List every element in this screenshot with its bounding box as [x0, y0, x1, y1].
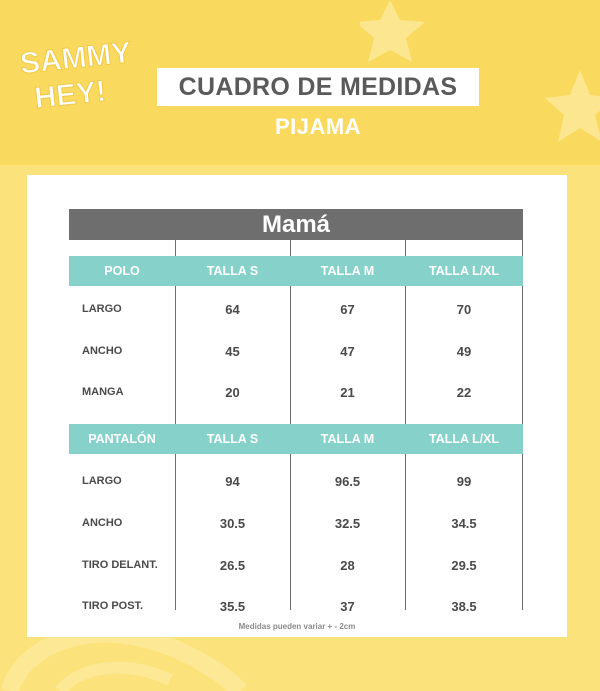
cell-value: 45	[225, 343, 240, 359]
section-header-pantalon: PANTALÓN TALLA S TALLA M TALLA L/XL	[69, 424, 523, 454]
cell-value: 37	[340, 598, 355, 614]
table-title: Mamá	[69, 209, 523, 240]
row-label: TIRO DELANT.	[82, 559, 158, 571]
cell-value: 94	[225, 473, 240, 489]
svg-text:SAMMY: SAMMY	[18, 36, 132, 80]
column-header: TALLA L/XL	[428, 432, 500, 446]
page-title: CUADRO DE MEDIDAS	[157, 68, 479, 106]
cell-value: 64	[225, 301, 240, 317]
brand-logo: SAMMY HEY!	[16, 30, 134, 118]
swirl-decoration-icon	[1, 624, 247, 691]
table-row: ANCHO 45 47 49	[69, 341, 523, 361]
table-row: TIRO DELANT. 26.5 28 29.5	[69, 555, 523, 575]
page-subtitle: PIJAMA	[274, 114, 362, 139]
cell-value: 32.5	[334, 515, 361, 531]
cell-value: 70	[456, 301, 472, 317]
cell-value: 35.5	[219, 598, 246, 614]
cell-value: 34.5	[451, 515, 477, 531]
cell-value: 47	[340, 343, 355, 359]
cell-value: 28	[340, 557, 355, 573]
cell-value: 49	[456, 343, 472, 359]
row-label: LARGO	[82, 303, 122, 315]
row-label: ANCHO	[82, 517, 123, 529]
table-row: TIRO POST. 35.5 37 38.5	[69, 596, 523, 616]
cell-value: 26.5	[219, 557, 246, 573]
row-label: TIRO POST.	[82, 600, 144, 612]
section-title: PANTALÓN	[88, 432, 156, 446]
star-decoration-icon	[360, 0, 425, 62]
column-header: TALLA M	[320, 432, 375, 446]
cell-value: 21	[340, 384, 355, 400]
column-header: TALLA L/XL	[428, 264, 500, 278]
column-header: TALLA S	[206, 264, 259, 278]
column-header: TALLA S	[206, 432, 259, 446]
row-label: LARGO	[82, 475, 122, 487]
column-header: TALLA M	[320, 264, 375, 278]
cell-value: 29.5	[451, 557, 477, 573]
cell-value: 22	[456, 384, 472, 400]
cell-value: 96.5	[334, 473, 361, 489]
cell-value: 30.5	[219, 515, 246, 531]
row-label: ANCHO	[82, 345, 123, 357]
table-row: LARGO 94 96.5 99	[69, 471, 523, 491]
svg-text:HEY!: HEY!	[33, 75, 108, 115]
cell-value: 20	[225, 384, 240, 400]
cell-value: 38.5	[451, 598, 477, 614]
row-label: MANGA	[82, 386, 124, 398]
section-title: POLO	[104, 264, 140, 278]
size-chart-card: Mamá POLO TALLA S TALLA M TALLA L/XL LAR…	[27, 175, 567, 637]
section-header-polo: POLO TALLA S TALLA M TALLA L/XL	[69, 256, 523, 286]
table-row: ANCHO 30.5 32.5 34.5	[69, 513, 523, 533]
table-row: LARGO 64 67 70	[69, 299, 523, 319]
measurement-note: Medidas pueden variar + - 2cm	[238, 622, 356, 631]
cell-value: 67	[340, 301, 355, 317]
cell-value: 99	[456, 473, 472, 489]
star-decoration-right-icon	[545, 70, 600, 142]
table-row: MANGA 20 21 22	[69, 382, 523, 402]
